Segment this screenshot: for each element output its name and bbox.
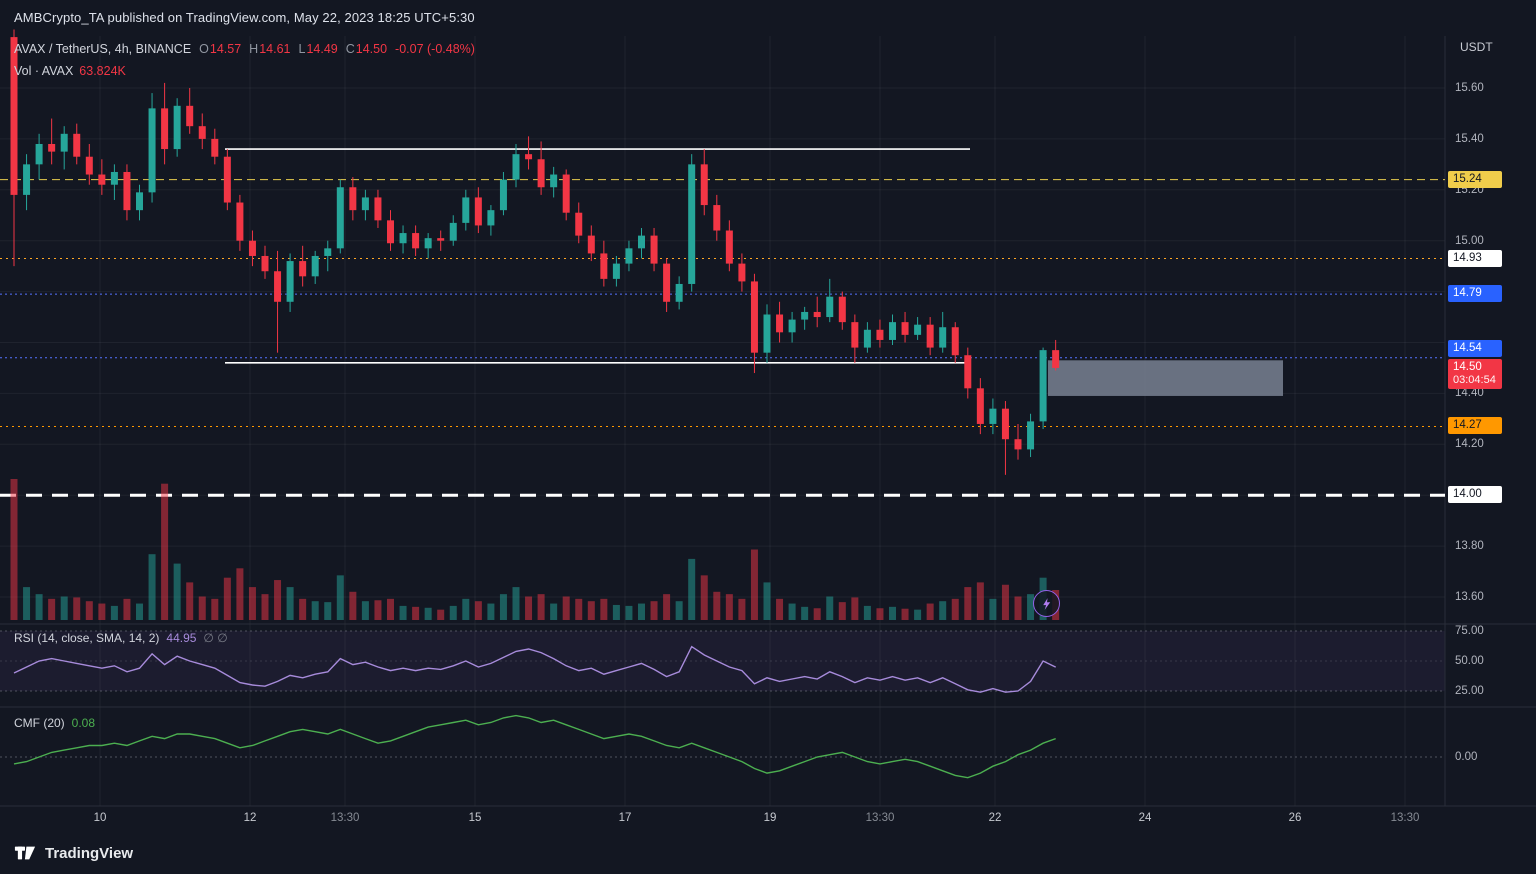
time-label: 17 bbox=[618, 812, 632, 824]
price-tick: 50.00 bbox=[1455, 655, 1484, 667]
time-label: 24 bbox=[1138, 812, 1152, 824]
rsi-ghost-values: ∅ ∅ bbox=[203, 631, 228, 645]
rsi-line bbox=[13, 645, 1057, 693]
ohlc-change: -0.07 (-0.48%) bbox=[395, 42, 475, 56]
price-badge: 14.50 03:04:54 bbox=[1448, 358, 1502, 389]
time-label: 22 bbox=[988, 812, 1002, 824]
footer: TradingView bbox=[0, 832, 1536, 874]
price-badge: 15.24 bbox=[1448, 170, 1502, 188]
lightning-bolt-glyph bbox=[1042, 597, 1050, 610]
price-tick: 15.40 bbox=[1455, 132, 1484, 145]
ohlc-low-label: L bbox=[298, 42, 306, 56]
supply-zone-rect[interactable] bbox=[1048, 360, 1283, 396]
time-label: 26 bbox=[1288, 812, 1302, 824]
price-tick: 13.60 bbox=[1455, 591, 1484, 603]
cmf-label[interactable]: CMF (20) bbox=[14, 716, 65, 730]
ohlc-high-value: 14.61 bbox=[259, 42, 291, 56]
rsi-legend: RSI (14, close, SMA, 14, 2) 44.95 ∅ ∅ bbox=[14, 631, 228, 645]
cmf-line bbox=[13, 714, 1056, 779]
ohlc-high-label: H bbox=[249, 42, 259, 56]
publish-header: AMBCrypto_TA published on TradingView.co… bbox=[0, 0, 1536, 36]
price-badge: 14.93 bbox=[1448, 249, 1502, 267]
time-label: 13:30 bbox=[330, 812, 360, 824]
time-label: 19 bbox=[763, 812, 777, 824]
price-tick: 75.00 bbox=[1455, 625, 1484, 637]
price-scale[interactable]: USDT 15.60 15.40 15.20 15.00 14.40 14.20 13.80… bbox=[1446, 0, 1536, 874]
price-tick: 13.80 bbox=[1455, 540, 1484, 553]
time-label: 15 bbox=[468, 812, 482, 824]
price-badge: 14.00 bbox=[1448, 486, 1502, 504]
volume-value: 63.824K bbox=[79, 64, 126, 78]
volume-bars bbox=[10, 479, 1060, 620]
ohlc-close-value: 14.50 bbox=[355, 42, 388, 56]
time-label: 13:30 bbox=[1390, 812, 1420, 824]
price-tick: 14.40 bbox=[1455, 387, 1484, 400]
price-badge: 14.54 bbox=[1448, 339, 1502, 357]
cmf-value: 0.08 bbox=[71, 716, 96, 730]
symbol-title[interactable]: AVAX / TetherUS, 4h, BINANCE bbox=[14, 42, 192, 56]
price-tick: 25.00 bbox=[1455, 685, 1484, 697]
time-label: 13:30 bbox=[865, 812, 895, 824]
price-tick: 14.20 bbox=[1455, 438, 1484, 451]
price-scale-currency: USDT bbox=[1460, 40, 1493, 54]
ohlc-open-label: O bbox=[199, 42, 209, 56]
price-tick: 15.00 bbox=[1455, 234, 1484, 247]
price-badge: 14.27 bbox=[1448, 417, 1502, 435]
price-tick: 0.00 bbox=[1455, 751, 1478, 763]
tradingview-logo[interactable] bbox=[14, 842, 36, 864]
volume-label: Vol · AVAX bbox=[14, 64, 74, 78]
cmf-legend: CMF (20) 0.08 bbox=[14, 716, 95, 730]
price-tick: 15.60 bbox=[1455, 82, 1484, 94]
ohlc-open-value: 14.57 bbox=[209, 42, 242, 56]
price-badge: 14.79 bbox=[1448, 285, 1502, 303]
symbol-legend: AVAX / TetherUS, 4h, BINANCE O14.57 H14.61… bbox=[14, 42, 475, 56]
time-label: 12 bbox=[243, 812, 257, 824]
ohlc-close-label: C bbox=[345, 42, 355, 56]
time-scale[interactable]: 10 12 13:30 15 17 19 13:30 22 24 26 13:30 bbox=[0, 806, 1445, 832]
rsi-band bbox=[0, 631, 1445, 691]
candles bbox=[10, 29, 1060, 475]
publish-text: AMBCrypto_TA published on TradingView.co… bbox=[14, 10, 475, 25]
time-label: 10 bbox=[93, 812, 107, 824]
footer-brand[interactable]: TradingView bbox=[45, 844, 134, 862]
rsi-value: 44.95 bbox=[166, 631, 197, 645]
rsi-label[interactable]: RSI (14, close, SMA, 14, 2) bbox=[14, 631, 160, 645]
ohlc-low-value: 14.49 bbox=[306, 42, 338, 56]
volume-legend: Vol · AVAX 63.824K bbox=[14, 64, 126, 78]
lightning-icon[interactable] bbox=[1033, 590, 1060, 617]
